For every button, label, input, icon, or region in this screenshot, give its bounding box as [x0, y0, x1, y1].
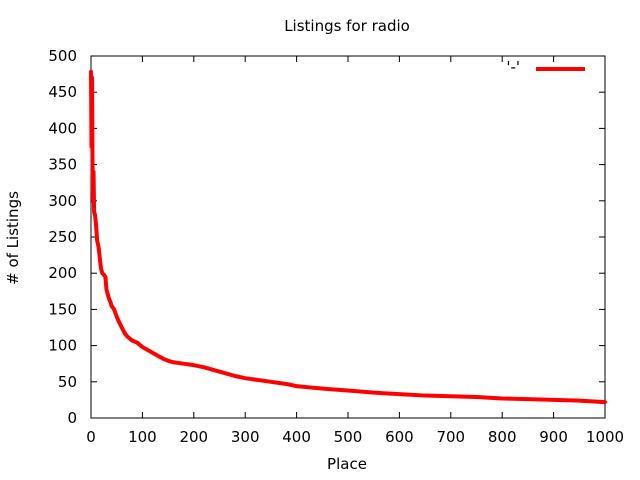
- ticks-layer: 0 100 200 300 400 500 600 700 800 900 1000 0 50 100 15…: [48, 47, 624, 446]
- x-tick-label: 100: [128, 428, 157, 446]
- y-tick-label: 200: [48, 264, 77, 282]
- series-layer: [89, 69, 607, 405]
- x-tick-label: 500: [334, 428, 363, 446]
- y-tick-label: 450: [48, 83, 77, 101]
- chart-title: Listings for radio: [284, 17, 410, 35]
- y-tick-label: 400: [48, 119, 77, 137]
- y-tick-label: 350: [48, 156, 77, 174]
- x-tick-label: 700: [436, 428, 465, 446]
- x-tick-label: 0: [86, 428, 96, 446]
- y-tick-label: 300: [48, 192, 77, 210]
- y-tick-label: 250: [48, 228, 77, 246]
- y-tick-label: 50: [58, 373, 77, 391]
- series-line: [89, 69, 607, 405]
- x-tick-label: 400: [282, 428, 311, 446]
- x-tick-label: 800: [488, 428, 517, 446]
- x-tick-label: 600: [385, 428, 414, 446]
- y-tick-label: 0: [67, 409, 77, 427]
- legend: '-': [506, 58, 585, 76]
- x-tick-label: 900: [539, 428, 568, 446]
- x-tick-label: 1000: [586, 428, 624, 446]
- x-tick-label: 200: [179, 428, 208, 446]
- y-tick-label: 100: [48, 337, 77, 355]
- legend-label: '-': [506, 58, 520, 76]
- x-tick-label: 300: [231, 428, 260, 446]
- y-tick-label: 150: [48, 300, 77, 318]
- y-tick-label: 500: [48, 47, 77, 65]
- x-axis-label: Place: [327, 455, 367, 473]
- y-axis-label: # of Listings: [4, 191, 22, 285]
- plot-frame: [90, 55, 606, 419]
